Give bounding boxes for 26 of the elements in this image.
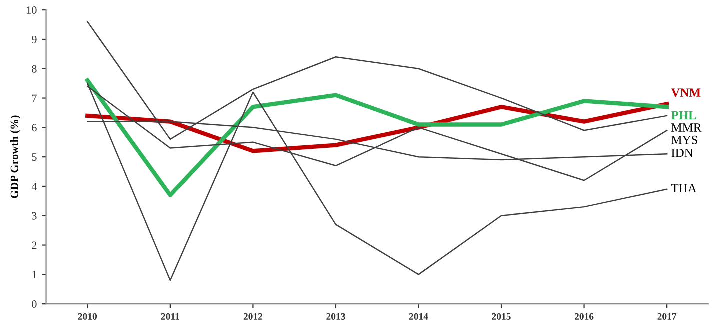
- y-axis-title: GDP Growth (%): [10, 116, 21, 198]
- y-tick-label: 7: [32, 94, 37, 102]
- x-tick-label: 2016: [574, 313, 594, 320]
- x-tick-label: 2017: [658, 313, 677, 320]
- series-label: MMR: [672, 124, 702, 132]
- y-tick-label: 6: [32, 124, 37, 132]
- y-tick-label: 3: [32, 212, 37, 220]
- y-tick-label: 4: [32, 183, 38, 190]
- series-label: THA: [671, 184, 697, 192]
- y-tick-label: 10: [27, 6, 37, 14]
- y-tick-label: 0: [32, 300, 37, 308]
- x-tick-label: 2015: [492, 313, 511, 320]
- series-label: VNM: [671, 88, 701, 98]
- y-tick-label: 1: [32, 271, 37, 279]
- y-tick-label: 5: [32, 154, 37, 162]
- x-tick-label: 2012: [244, 313, 263, 320]
- y-tick-label: 8: [32, 65, 37, 73]
- y-tick-label: 2: [32, 242, 37, 250]
- series-label: IDN: [672, 148, 694, 158]
- y-tick-label: 9: [32, 36, 37, 44]
- series-label: MYS: [672, 136, 698, 144]
- x-tick-label: 2011: [161, 313, 180, 320]
- x-tick-label: 2010: [78, 313, 98, 320]
- x-tick-label: 2014: [409, 313, 428, 320]
- x-tick-label: 2013: [326, 313, 346, 320]
- series-label: PHL: [671, 111, 696, 120]
